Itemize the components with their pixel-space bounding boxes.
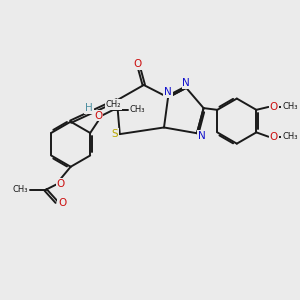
Text: O: O: [56, 179, 65, 189]
Text: N: N: [164, 87, 172, 97]
Text: CH₃: CH₃: [282, 102, 298, 111]
Text: O: O: [133, 59, 142, 69]
Text: CH₂: CH₂: [106, 100, 121, 109]
Text: CH₃: CH₃: [13, 185, 28, 194]
Text: O: O: [269, 102, 278, 112]
Text: H: H: [85, 103, 93, 113]
Text: O: O: [269, 132, 278, 142]
Text: N: N: [182, 78, 190, 88]
Text: O: O: [94, 111, 102, 121]
Text: N: N: [198, 130, 206, 141]
Text: S: S: [111, 129, 118, 139]
Text: CH₃: CH₃: [130, 105, 145, 114]
Text: O: O: [58, 199, 66, 208]
Text: CH₃: CH₃: [282, 132, 298, 141]
